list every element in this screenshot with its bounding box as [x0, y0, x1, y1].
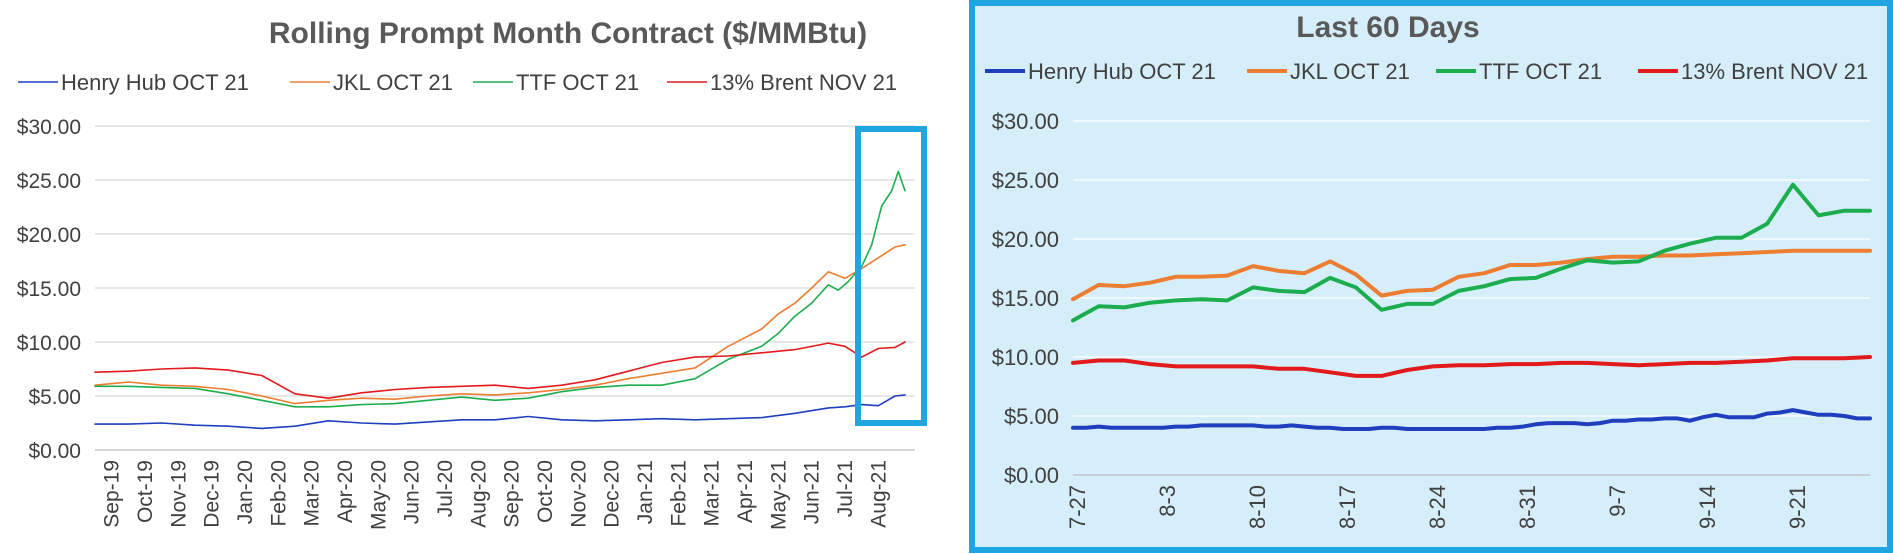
legend-label: TTF OCT 21: [516, 70, 639, 95]
legend-label: 13% Brent NOV 21: [710, 70, 897, 95]
x-tick-label: 8-17: [1335, 485, 1360, 529]
y-tick-label: $0.00: [28, 440, 81, 463]
series-line-jkl-oct-21: [94, 244, 906, 405]
chart-right-y-axis: $0.00 $5.00 $10.00 $15.00 $20.00 $25.00 $30.00: [992, 109, 1059, 488]
x-tick-label: 9-21: [1785, 485, 1810, 529]
legend-label: Henry Hub OCT 21: [1028, 59, 1216, 84]
x-tick-label: Dec-19: [201, 460, 224, 528]
chart-left-x-axis: Sep-19 Oct-19 Nov-19 Dec-19 Jan-20 Feb-20 Mar-…: [101, 460, 891, 530]
chart-right: Last 60 Days Henry Hub OCT 21 JKL OCT 21 T…: [969, 0, 1893, 553]
x-tick-label: Dec-20: [601, 460, 624, 528]
y-tick-label: $20.00: [992, 227, 1059, 252]
y-tick-label: $10.00: [17, 332, 81, 355]
chart-right-x-axis: 7-27 8-3 8-10 8-17 8-24 8-31 9-7 9-14 9-21: [1065, 485, 1810, 529]
x-tick-label: May-21: [767, 460, 790, 530]
x-tick-label: Mar-21: [701, 460, 724, 527]
x-tick-label: Aug-20: [467, 460, 490, 528]
y-tick-label: $0.00: [1004, 463, 1059, 488]
chart-right-legend: Henry Hub OCT 21 JKL OCT 21 TTF OCT 21 13% …: [985, 59, 1868, 84]
legend-label: 13% Brent NOV 21: [1681, 59, 1868, 84]
y-tick-label: $20.00: [17, 224, 81, 247]
x-tick-label: Jan-21: [634, 460, 657, 524]
x-tick-label: 8-31: [1515, 485, 1540, 529]
chart-left-series: [94, 170, 906, 430]
x-tick-label: Nov-20: [567, 460, 590, 528]
series-line-henry-hub-oct-21: [1071, 408, 1872, 431]
x-tick-label: 8-10: [1245, 485, 1270, 529]
chart-left-grid: [95, 125, 915, 451]
y-tick-label: $15.00: [17, 278, 81, 301]
x-tick-label: Nov-19: [167, 460, 190, 528]
y-tick-label: $30.00: [17, 116, 81, 139]
chart-left: Rolling Prompt Month Contract ($/MMBtu) …: [17, 17, 927, 530]
chart-right-title: Last 60 Days: [1296, 11, 1479, 44]
legend-label: Henry Hub OCT 21: [61, 70, 249, 95]
y-tick-label: $15.00: [992, 286, 1059, 311]
x-tick-label: 8-24: [1425, 485, 1450, 529]
y-tick-label: $5.00: [28, 386, 81, 409]
y-tick-label: $25.00: [17, 170, 81, 193]
x-tick-label: Jun-21: [801, 460, 824, 524]
x-tick-label: Sep-19: [101, 460, 124, 528]
x-tick-label: Jun-20: [401, 460, 424, 524]
x-tick-label: Jul-21: [834, 460, 857, 517]
y-tick-label: $30.00: [992, 109, 1059, 134]
x-tick-label: 8-3: [1155, 485, 1180, 517]
x-tick-label: 9-14: [1695, 485, 1720, 529]
x-tick-label: 7-27: [1065, 485, 1090, 529]
series-line-13-brent-nov-21: [94, 341, 906, 400]
highlight-box: [855, 126, 927, 426]
x-tick-label: Aug-21: [867, 460, 890, 528]
series-line-ttf-oct-21: [94, 170, 906, 408]
series-line-henry-hub-oct-21: [94, 394, 906, 430]
chart-right-series: [1071, 182, 1872, 431]
x-tick-label: May-20: [367, 460, 390, 530]
y-tick-label: $25.00: [992, 168, 1059, 193]
x-tick-label: Feb-21: [667, 460, 690, 527]
legend-label: JKL OCT 21: [333, 70, 453, 95]
x-tick-label: Sep-20: [501, 460, 524, 528]
series-line-13-brent-nov-21: [1071, 355, 1872, 378]
chart-left-y-axis: $0.00 $5.00 $10.00 $15.00 $20.00 $25.00 $30.00: [17, 116, 81, 463]
x-tick-label: Oct-20: [534, 460, 557, 523]
series-line-jkl-oct-21: [1071, 248, 1872, 302]
chart-left-title: Rolling Prompt Month Contract ($/MMBtu): [269, 17, 867, 50]
x-tick-label: Apr-20: [334, 460, 357, 523]
chart-right-panel: [969, 0, 1893, 553]
x-tick-label: Apr-21: [734, 460, 757, 523]
series-line-ttf-oct-21: [1071, 182, 1872, 323]
x-tick-label: Jul-20: [434, 460, 457, 517]
x-tick-label: 9-7: [1605, 485, 1630, 517]
x-tick-label: Oct-19: [134, 460, 157, 523]
y-tick-label: $10.00: [992, 345, 1059, 370]
legend-label: TTF OCT 21: [1479, 59, 1602, 84]
x-tick-label: Mar-20: [301, 460, 324, 527]
x-tick-label: Feb-20: [267, 460, 290, 527]
chart-left-legend: Henry Hub OCT 21 JKL OCT 21 TTF OCT 21 13% …: [18, 70, 897, 95]
legend-label: JKL OCT 21: [1290, 59, 1410, 84]
y-tick-label: $5.00: [1004, 404, 1059, 429]
x-tick-label: Jan-20: [234, 460, 257, 524]
